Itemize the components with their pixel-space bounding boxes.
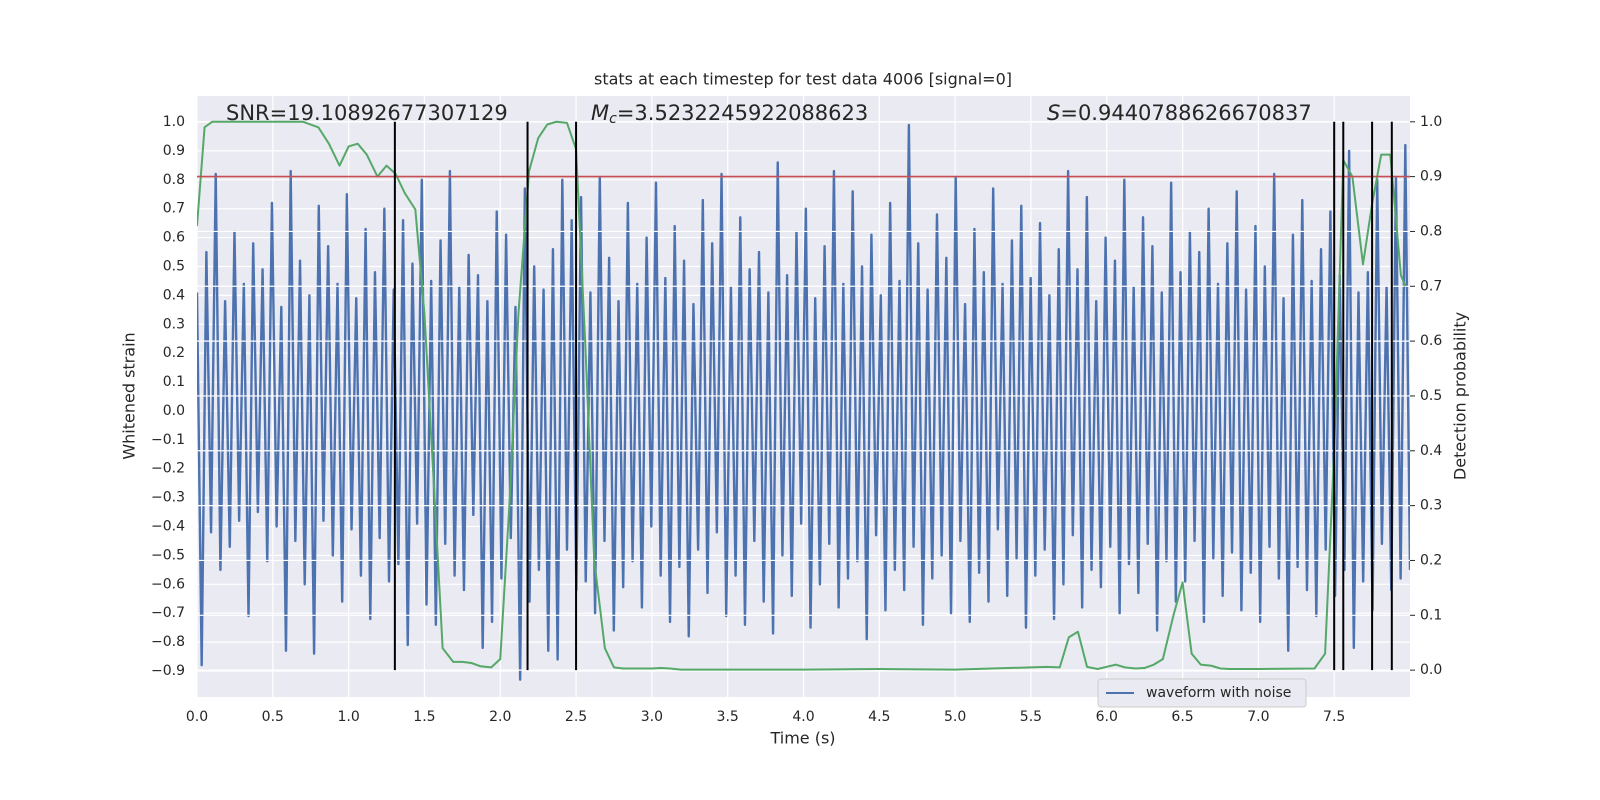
y-tick-label: 0.5 <box>163 258 185 274</box>
x-tick-label: 5.5 <box>1020 709 1042 725</box>
probability-line <box>197 120 1407 671</box>
annotation: Mc=3.5232245922088623 <box>591 101 868 127</box>
y2-tick-label: 0.8 <box>1420 223 1442 239</box>
y-tick-label: −0.9 <box>151 663 185 679</box>
annotation-text: =3.5232245922088623 <box>617 101 868 125</box>
x-tick-label: 5.0 <box>944 709 966 725</box>
y-tick-label: 0.8 <box>163 172 185 188</box>
y-tick-label: −0.5 <box>151 547 185 563</box>
waveform-line <box>197 123 1410 681</box>
y-tick-label: −0.8 <box>151 634 185 650</box>
x-tick-label: 4.5 <box>868 709 890 725</box>
y-tick-label: −0.7 <box>151 605 185 621</box>
y2-axis-label: Detection probability <box>1451 312 1470 480</box>
x-tick-label: 7.5 <box>1323 709 1345 725</box>
y2-tick-label: 1.0 <box>1420 114 1442 130</box>
y-tick-label: 0.2 <box>163 345 185 361</box>
y-tick-label: 0.7 <box>163 201 185 217</box>
y-tick-label: −0.1 <box>151 432 185 448</box>
annotation-text: SNR=19.10892677307129 <box>226 101 508 125</box>
legend-box <box>1097 678 1307 708</box>
y2-tick-label: 0.0 <box>1420 662 1442 678</box>
annotation: SNR=19.10892677307129 <box>226 101 508 125</box>
y2-tick-label: 0.7 <box>1420 278 1442 294</box>
y2-tick-label: 0.4 <box>1420 443 1442 459</box>
x-tick-label: 6.5 <box>1171 709 1193 725</box>
y-tick-label: −0.2 <box>151 461 185 477</box>
y-tick-label: 0.1 <box>163 374 185 390</box>
y-tick-label: −0.6 <box>151 576 185 592</box>
x-axis-label: Time (s) <box>769 729 835 748</box>
y-tick-label: 1.0 <box>163 114 185 130</box>
y-tick-label: −0.4 <box>151 519 185 535</box>
legend-label: waveform with noise <box>1146 685 1291 701</box>
x-tick-label: 1.0 <box>337 709 359 725</box>
x-tick-label: 4.0 <box>792 709 814 725</box>
annotation: S=0.9440788626670837 <box>1047 101 1312 125</box>
annotation-subscript: c <box>609 111 617 127</box>
y-tick-label: 0.6 <box>163 230 185 246</box>
chart-title: stats at each timestep for test data 400… <box>594 70 1012 89</box>
y2-tick-label: 0.5 <box>1420 388 1442 404</box>
x-tick-label: 2.5 <box>565 709 587 725</box>
y-tick-label: 0.4 <box>163 287 185 303</box>
x-tick-label: 7.0 <box>1247 709 1269 725</box>
plot-area <box>197 120 1410 681</box>
x-tick-label: 0.5 <box>262 709 284 725</box>
annotation-text: =0.9440788626670837 <box>1060 101 1311 125</box>
y2-tick-label: 0.1 <box>1420 607 1442 623</box>
y-tick-label: 0.9 <box>163 143 185 159</box>
y2-tick-label: 0.3 <box>1420 498 1442 514</box>
x-tick-label: 0.0 <box>186 709 208 725</box>
y-tick-label: 0.3 <box>163 316 185 332</box>
y2-tick-label: 0.9 <box>1420 169 1442 185</box>
y-tick-label: −0.3 <box>151 490 185 506</box>
x-tick-label: 2.0 <box>489 709 511 725</box>
y2-tick-label: 0.6 <box>1420 333 1442 349</box>
x-tick-label: 3.5 <box>717 709 739 725</box>
annotation-symbol: M <box>591 101 609 125</box>
y-tick-label: 0.0 <box>163 403 185 419</box>
x-tick-label: 3.0 <box>641 709 663 725</box>
y-axis-label: Whitened strain <box>120 332 139 459</box>
x-tick-label: 1.5 <box>413 709 435 725</box>
annotation-symbol: S <box>1047 101 1060 125</box>
x-tick-label: 6.0 <box>1096 709 1118 725</box>
y2-tick-label: 0.2 <box>1420 552 1442 568</box>
